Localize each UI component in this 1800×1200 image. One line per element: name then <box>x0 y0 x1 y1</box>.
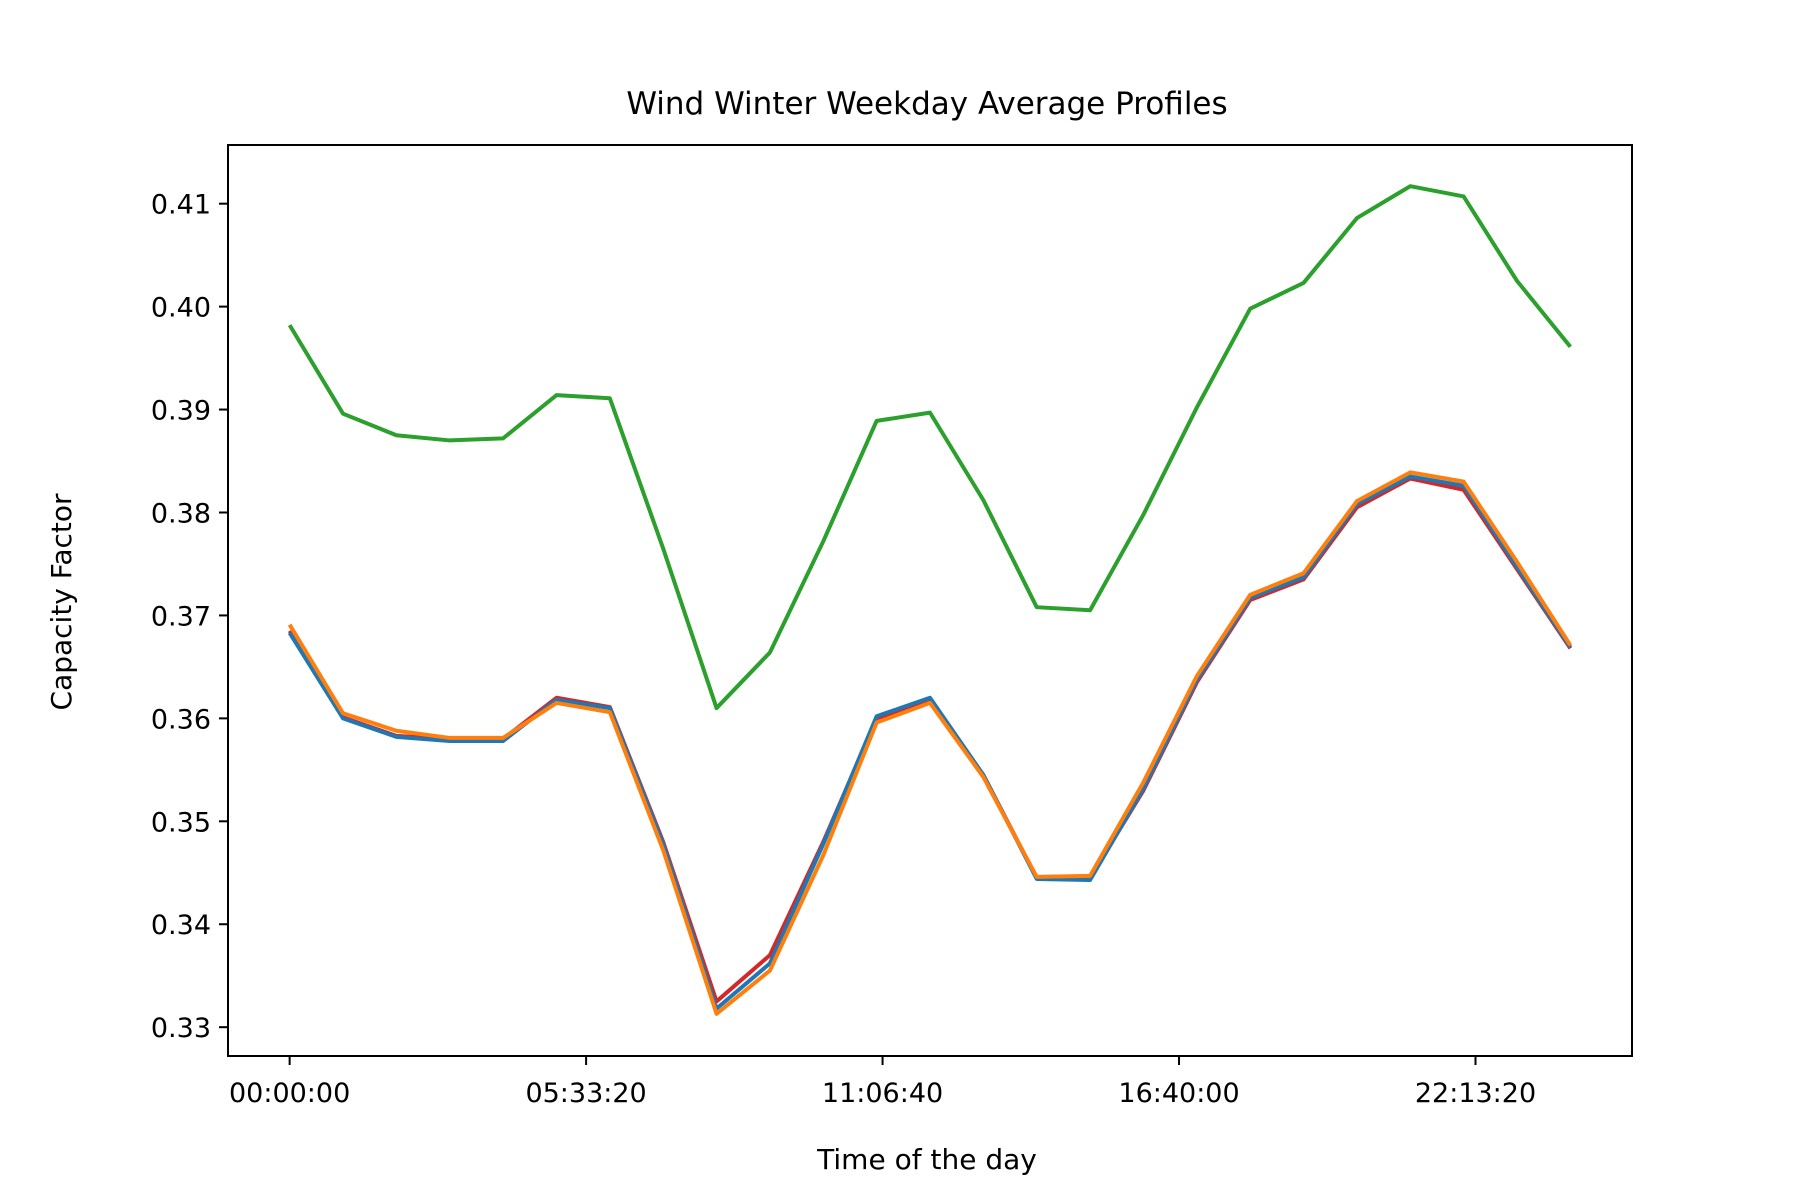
axes-frame <box>227 144 1633 1057</box>
y-tick-label: 0.36 <box>151 704 211 735</box>
x-axis-label: Time of the day <box>816 1143 1037 1176</box>
x-tick-label: 05:33:20 <box>525 1078 646 1109</box>
y-axis-label: Capacity Factor <box>45 493 78 710</box>
x-tick-label: 11:06:40 <box>822 1078 943 1109</box>
y-tick-label: 0.34 <box>151 910 211 941</box>
series-line-3 <box>287 184 1572 711</box>
x-tick-label: 16:40:00 <box>1118 1078 1239 1109</box>
y-tick-label: 0.40 <box>151 293 211 324</box>
y-tick-label: 0.37 <box>151 601 211 632</box>
y-tick-label: 0.33 <box>151 1013 211 1044</box>
x-tick-label: 00:00:00 <box>229 1078 350 1109</box>
y-tick-label: 0.41 <box>151 190 211 221</box>
y-tick-label: 0.38 <box>151 498 211 529</box>
x-tick-label: 22:13:20 <box>1415 1078 1536 1109</box>
plot-area: 00:00:00 05:33:20 11:06:40 16:40:00 22:13:20… <box>151 144 1633 1109</box>
y-tick-label: 0.35 <box>151 807 211 838</box>
series-line-4 <box>287 470 1573 1016</box>
y-tick-label: 0.39 <box>151 396 211 427</box>
chart-title: Wind Winter Weekday Average Profiles <box>626 86 1227 122</box>
